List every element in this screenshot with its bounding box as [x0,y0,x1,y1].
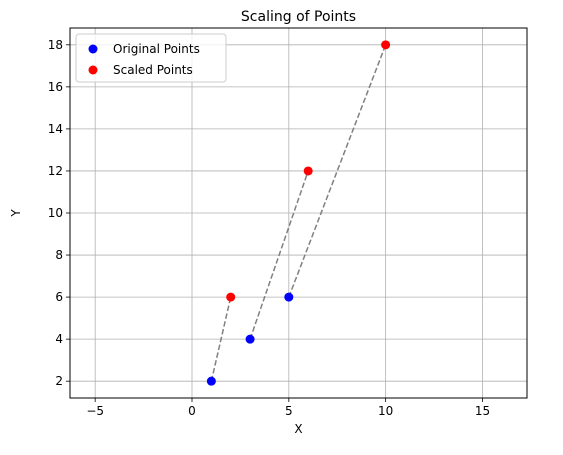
y-tick-label: 8 [55,248,63,262]
legend: Original Points Scaled Points [75,33,227,83]
legend-box [75,33,227,83]
chart-title: Scaling of Points [241,9,356,25]
original-points-point [284,292,294,302]
scaled-points-point [381,40,391,50]
y-axis-label: Y [9,209,23,218]
legend-marker [88,44,98,54]
x-tick-label: 0 [188,404,196,418]
grid-lines [70,28,527,398]
y-tick-label: 6 [55,290,63,304]
connector-line [288,44,387,298]
data-points [206,40,391,386]
original-points-point [206,376,216,386]
original-points-point [245,334,255,344]
scaled-points-point [303,166,313,176]
connector-lines [210,44,387,382]
x-axis-label: X [294,422,302,436]
y-tick-label: 10 [48,206,63,220]
connector-line [249,170,309,340]
y-tick-label: 18 [48,38,63,52]
legend-marker [88,65,98,75]
legend-label: Original Points [113,42,200,56]
y-tick-label: 14 [48,122,63,136]
y-tick-label: 2 [55,374,63,388]
x-tick-label: −5 [86,404,104,418]
connector-line [210,296,232,382]
x-axis-ticks: −5 0 5 10 15 [86,398,490,418]
x-tick-label: 10 [378,404,393,418]
x-tick-label: 15 [475,404,490,418]
scaled-points-point [226,292,236,302]
y-tick-label: 4 [55,332,63,346]
x-tick-label: 5 [285,404,293,418]
legend-label: Scaled Points [113,63,193,77]
y-tick-label: 16 [48,80,63,94]
y-axis-ticks: 2 4 6 8 10 12 14 16 18 [48,38,70,388]
y-tick-label: 12 [48,164,63,178]
